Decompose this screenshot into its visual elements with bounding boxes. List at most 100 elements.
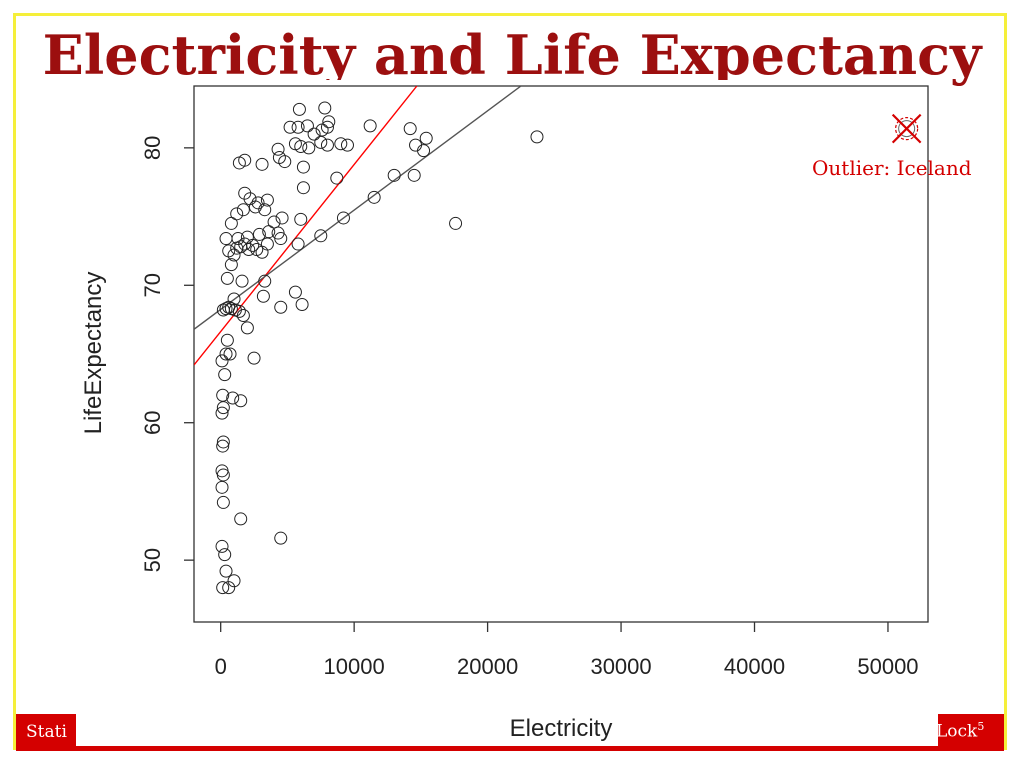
data-point <box>367 190 381 204</box>
regression-line-all <box>194 86 418 366</box>
data-point <box>243 192 257 206</box>
data-point <box>320 120 334 134</box>
data-point <box>292 102 306 116</box>
outlier-point <box>898 120 916 138</box>
x-axis-label: Electricity <box>510 715 613 742</box>
data-point <box>295 298 309 312</box>
x-tick-label: 50000 <box>857 654 918 679</box>
data-point <box>275 211 289 225</box>
data-point <box>294 139 308 153</box>
y-tick-label: 50 <box>140 548 165 572</box>
data-point <box>318 101 332 115</box>
y-axis-label: LifeExpectancy <box>80 272 107 435</box>
data-point <box>222 244 236 258</box>
data-point <box>314 135 328 149</box>
data-point <box>216 495 230 509</box>
data-point <box>296 181 310 195</box>
outlier-cross-icon <box>891 113 922 144</box>
data-point <box>407 168 421 182</box>
data-point <box>215 354 229 368</box>
x-tick-label: 0 <box>215 654 227 679</box>
data-point <box>219 564 233 578</box>
data-point <box>215 480 229 494</box>
data-point <box>283 120 297 134</box>
data-point <box>238 153 252 167</box>
x-tick-label: 30000 <box>590 654 651 679</box>
data-point <box>220 271 234 285</box>
data-point <box>271 142 285 156</box>
x-tick-label: 10000 <box>324 654 385 679</box>
data-point <box>258 203 272 217</box>
data-point <box>409 138 423 152</box>
data-point <box>274 232 288 246</box>
data-point <box>216 435 230 449</box>
data-point <box>307 127 321 141</box>
data-point <box>300 119 314 133</box>
data-point <box>330 171 344 185</box>
data-point <box>236 309 250 323</box>
data-point <box>234 512 248 526</box>
data-point <box>232 304 246 318</box>
data-point <box>251 196 265 210</box>
data-point <box>227 574 241 588</box>
data-point <box>272 150 286 164</box>
data-point <box>215 406 229 420</box>
data-point <box>387 168 401 182</box>
data-point <box>223 347 237 361</box>
data-point <box>219 232 233 246</box>
data-point <box>235 274 249 288</box>
data-point <box>218 548 232 562</box>
data-point <box>219 347 233 361</box>
data-point <box>240 230 254 244</box>
y-tick-label: 60 <box>140 410 165 434</box>
data-point <box>216 439 230 453</box>
data-point <box>294 212 308 226</box>
data-point <box>417 144 431 158</box>
data-point <box>215 539 229 553</box>
data-point <box>252 227 266 241</box>
data-point <box>242 243 256 257</box>
chart-background <box>76 80 938 746</box>
data-point <box>215 464 229 478</box>
data-point <box>236 203 250 217</box>
data-point <box>258 274 272 288</box>
data-point <box>278 155 292 169</box>
data-point <box>260 193 274 207</box>
data-point <box>240 321 254 335</box>
y-tick-label: 70 <box>140 273 165 297</box>
data-point <box>216 388 230 402</box>
data-point <box>302 141 316 155</box>
data-point <box>230 207 244 221</box>
data-point <box>530 130 544 144</box>
outlier-annotation: Outlier: Iceland <box>812 156 972 180</box>
data-point <box>274 300 288 314</box>
data-point <box>256 289 270 303</box>
data-point <box>274 531 288 545</box>
data-point <box>334 137 348 151</box>
slide-title: Electricity and Life Expectancy <box>42 23 982 87</box>
data-point <box>320 138 334 152</box>
y-tick-label: 80 <box>140 136 165 160</box>
footer-right-label: Lock <box>936 721 978 742</box>
regression-line-no-outlier <box>194 86 522 330</box>
data-point <box>403 122 417 136</box>
data-point <box>216 581 230 595</box>
data-point <box>322 115 336 129</box>
data-point <box>227 292 241 306</box>
data-point <box>288 285 302 299</box>
data-point <box>296 160 310 174</box>
data-point <box>291 120 305 134</box>
data-point <box>247 351 261 365</box>
footer-right-text: Lock5 <box>936 720 984 742</box>
data-point <box>291 237 305 251</box>
data-point <box>220 333 234 347</box>
footer-left-text: Stati <box>26 722 67 742</box>
footer-page-number: 5 <box>977 720 985 733</box>
data-point <box>314 229 328 243</box>
data-point <box>219 302 233 316</box>
data-point <box>218 368 232 382</box>
data-point <box>255 157 269 171</box>
data-point <box>224 258 238 272</box>
data-point <box>222 581 236 595</box>
